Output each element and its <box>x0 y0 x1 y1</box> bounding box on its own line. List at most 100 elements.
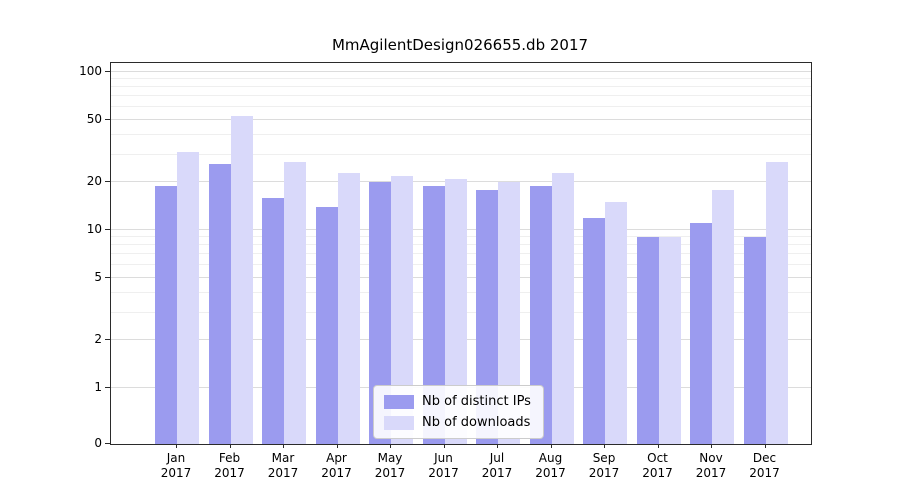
x-tick-month: Jan <box>166 451 186 465</box>
y-tick-label-1: 1 <box>94 380 102 394</box>
y-tick-mark-2 <box>105 339 110 341</box>
y-tick-label-10: 10 <box>86 222 102 236</box>
x-tick-year: 2017 <box>374 466 406 480</box>
bar-distinct-ips-dec <box>743 237 766 444</box>
x-tick-label-oct: Oct 2017 <box>626 451 690 481</box>
minor-gridline-30 <box>111 153 811 155</box>
x-tick-year: 2017 <box>535 466 566 480</box>
y-tick-mark-20 <box>105 181 110 183</box>
minor-gridline-70 <box>111 95 811 97</box>
y-tick-mark-1 <box>105 387 110 388</box>
x-tick-label-jan: Jan 2017 <box>144 451 208 481</box>
x-tick-mark-may <box>390 444 391 448</box>
x-tick-mark-feb <box>229 444 231 448</box>
bar-distinct-ips-nov <box>690 223 712 444</box>
x-tick-label-nov: Nov 2017 <box>679 451 743 481</box>
x-tick-label-sep: Sep 2017 <box>572 451 636 481</box>
x-tick-label-feb: Feb 2017 <box>198 451 262 481</box>
x-tick-label-dec: Dec 2017 <box>733 451 797 481</box>
y-tick-mark-100 <box>105 71 110 72</box>
bar-downloads-jul <box>498 182 520 444</box>
x-tick-year: 2017 <box>749 466 780 480</box>
bar-downloads-feb <box>230 115 253 444</box>
x-tick-mark-sep <box>604 444 605 448</box>
y-tick-mark-10 <box>105 229 110 230</box>
x-tick-month: Mar <box>271 451 295 465</box>
bar-downloads-sep <box>605 202 627 444</box>
bar-downloads-dec <box>765 161 788 444</box>
legend: Nb of distinct IPs Nb of downloads <box>373 385 544 439</box>
x-tick-mark-oct <box>657 444 659 448</box>
bar-distinct-ips-jul <box>476 189 498 444</box>
minor-gridline-90 <box>111 78 811 80</box>
x-tick-month: Jul <box>489 451 505 465</box>
bar-distinct-ips-sep <box>583 217 605 444</box>
x-tick-label-apr: Apr 2017 <box>305 451 369 481</box>
legend-label-downloads: Nb of downloads <box>422 415 531 430</box>
plot-area: Nb of distinct IPs Nb of downloads <box>110 62 812 445</box>
bar-distinct-ips-jan <box>155 185 177 444</box>
x-tick-month: Jun <box>434 451 453 465</box>
x-tick-label-jun: Jun 2017 <box>412 451 476 481</box>
x-tick-mark-aug <box>550 444 552 448</box>
legend-row-distinct-ips: Nb of distinct IPs <box>384 394 531 409</box>
x-tick-label-may: May 2017 <box>358 451 422 481</box>
x-tick-year: 2017 <box>160 466 192 480</box>
y-tick-label-50: 50 <box>86 111 102 126</box>
y-tick-label-20: 20 <box>86 174 102 189</box>
x-tick-year: 2017 <box>267 466 299 480</box>
x-tick-year: 2017 <box>214 466 245 480</box>
x-tick-mark-apr <box>336 444 338 448</box>
bar-downloads-mar <box>284 161 306 444</box>
x-tick-label-jul: Jul 2017 <box>465 451 529 481</box>
legend-swatch-distinct-ips <box>384 394 414 409</box>
x-tick-year: 2017 <box>588 466 620 480</box>
x-tick-year: 2017 <box>642 466 673 480</box>
bar-downloads-nov <box>712 189 734 444</box>
x-tick-month: Apr <box>326 451 347 465</box>
x-tick-month: Dec <box>752 451 777 465</box>
bar-downloads-oct <box>658 237 681 444</box>
bar-distinct-ips-apr <box>315 206 338 444</box>
x-tick-mark-jul <box>497 444 498 448</box>
x-tick-mark-nov <box>711 444 712 448</box>
minor-gridline-60 <box>111 106 811 108</box>
bar-downloads-aug <box>551 172 574 444</box>
minor-gridline-80 <box>111 86 811 88</box>
x-tick-month: Feb <box>218 451 241 465</box>
bar-distinct-ips-feb <box>208 164 231 444</box>
x-tick-month: Oct <box>647 451 668 465</box>
y-tick-label-0: 0 <box>94 436 102 450</box>
y-tick-mark-5 <box>105 276 110 278</box>
bar-downloads-apr <box>337 172 360 444</box>
x-tick-label-mar: Mar 2017 <box>251 451 315 481</box>
bar-downloads-may <box>391 175 413 444</box>
y-tick-label-2: 2 <box>94 332 102 347</box>
major-gridline-100 <box>111 71 811 72</box>
bar-distinct-ips-jun <box>422 185 445 444</box>
bar-distinct-ips-aug <box>529 185 552 444</box>
y-tick-label-5: 5 <box>94 269 102 284</box>
x-tick-mark-mar <box>283 444 284 448</box>
x-tick-month: Sep <box>592 451 616 465</box>
x-tick-mark-dec <box>764 444 766 448</box>
bar-downloads-jan <box>177 152 199 444</box>
bar-downloads-jun <box>444 179 467 444</box>
major-gridline-50 <box>111 118 811 120</box>
x-tick-label-aug: Aug 2017 <box>519 451 583 481</box>
y-tick-mark-50 <box>105 118 110 120</box>
x-tick-month: Aug <box>538 451 563 465</box>
x-tick-mark-jan <box>176 444 177 448</box>
chart-title: MmAgilentDesign026655.db 2017 <box>331 36 589 54</box>
legend-label-distinct-ips: Nb of distinct IPs <box>422 394 531 409</box>
y-tick-mark-0 <box>105 443 110 444</box>
x-tick-month: May <box>377 451 403 465</box>
legend-swatch-downloads <box>384 415 414 430</box>
x-tick-year: 2017 <box>695 466 727 480</box>
x-tick-year: 2017 <box>428 466 459 480</box>
x-tick-year: 2017 <box>481 466 513 480</box>
bar-distinct-ips-may <box>369 182 391 444</box>
x-tick-mark-jun <box>443 444 445 448</box>
bar-distinct-ips-oct <box>636 237 659 444</box>
